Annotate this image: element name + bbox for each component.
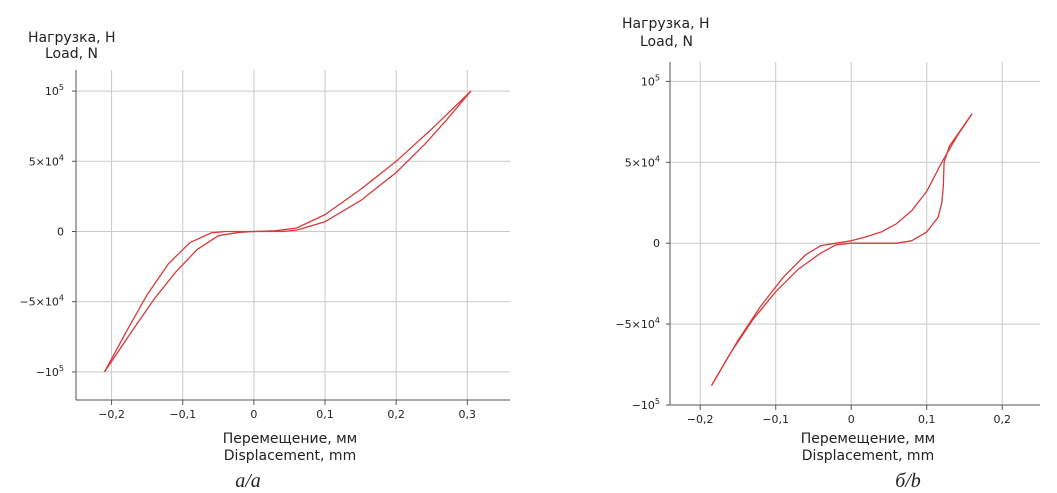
- y-tick-label: −105: [36, 364, 64, 379]
- chart-panel-1: −0,2 −0,1 0 0,1 0,2 0,3 105 5×104 0 −5×104 −105 Наг…: [19, 30, 510, 492]
- y-axis-label-1: Нагрузка, Н: [28, 30, 116, 46]
- x-tick-label: 0: [848, 413, 855, 426]
- x-tick-label: 0,2: [387, 408, 405, 421]
- y-tick-label: −105: [632, 397, 660, 412]
- x-tick-label: 0,2: [993, 413, 1011, 426]
- x-tick-label: −0,2: [98, 408, 125, 421]
- x-tick-label: 0: [250, 408, 257, 421]
- panel-caption: б/b: [895, 470, 921, 492]
- y-axis-label-2: Load, N: [45, 46, 98, 62]
- x-axis-label-1: Перемещение, мм: [801, 431, 936, 447]
- series-line-2: [103, 90, 472, 373]
- y-tick-label: 0: [57, 225, 64, 238]
- y-tick-label: 105: [641, 73, 660, 88]
- y-axis-label-1: Нагрузка, Н: [622, 16, 710, 32]
- chart-panel-2: −0,2 −0,1 0 0,1 0,2 105 5×104 0 −5×104 −105 Нагруз…: [615, 16, 1040, 492]
- x-tick-label: 0,3: [459, 408, 477, 421]
- series-line-2: [710, 113, 973, 386]
- x-tick-label: −0,1: [169, 408, 196, 421]
- x-axis-label-1: Перемещение, мм: [223, 431, 358, 447]
- series-line-1: [710, 113, 973, 386]
- y-axis-label-2: Load, N: [640, 34, 693, 50]
- y-tick-label: 0: [653, 237, 660, 250]
- x-tick-label: −0,2: [687, 413, 714, 426]
- x-axis-label-2: Displacement, mm: [802, 448, 934, 464]
- y-tick-label: 105: [45, 83, 64, 98]
- x-tick-label: −0,1: [762, 413, 789, 426]
- panel-caption: а/a: [235, 470, 261, 492]
- x-tick-label: 0,1: [316, 408, 334, 421]
- y-tick-label: −5×104: [19, 294, 64, 309]
- y-tick-label: 5×104: [29, 153, 64, 168]
- y-tick-label: 5×104: [625, 154, 660, 169]
- y-tick-label: −5×104: [615, 316, 660, 331]
- x-axis-label-2: Displacement, mm: [224, 448, 356, 464]
- x-tick-label: 0,1: [918, 413, 936, 426]
